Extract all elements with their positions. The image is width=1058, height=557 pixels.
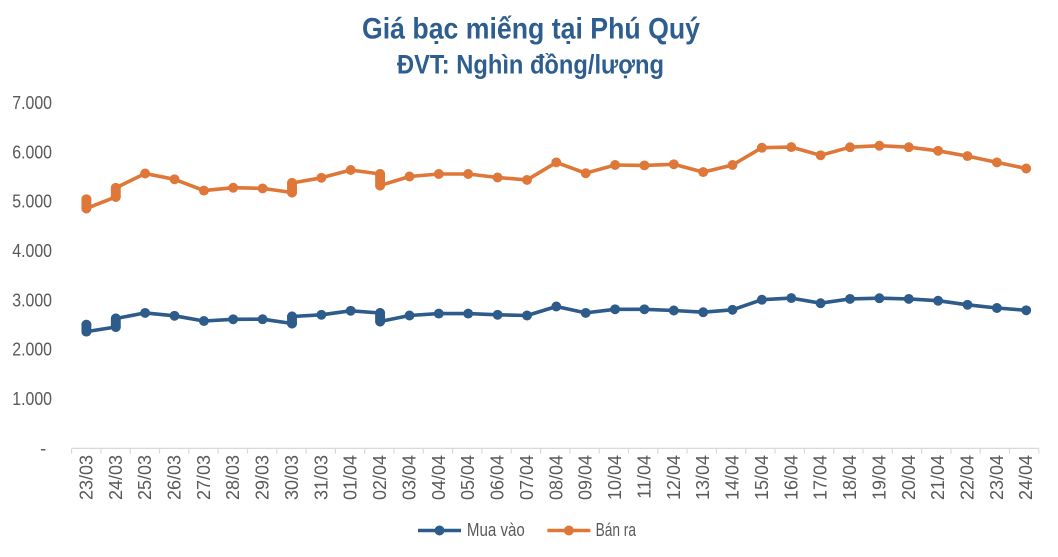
svg-text:01/04: 01/04 [341, 455, 361, 500]
svg-text:-: - [40, 438, 46, 458]
svg-text:21/04: 21/04 [928, 455, 948, 500]
svg-text:06/04: 06/04 [488, 455, 508, 500]
svg-text:5.000: 5.000 [12, 192, 52, 212]
svg-text:15/04: 15/04 [752, 455, 772, 500]
svg-text:14/04: 14/04 [723, 455, 743, 500]
svg-text:6.000: 6.000 [12, 142, 52, 162]
svg-text:2.000: 2.000 [12, 340, 52, 360]
svg-text:23/03: 23/03 [76, 455, 96, 500]
svg-text:28/03: 28/03 [223, 455, 243, 500]
svg-text:31/03: 31/03 [311, 455, 331, 500]
svg-text:13/04: 13/04 [693, 455, 713, 500]
svg-text:20/04: 20/04 [899, 455, 919, 500]
svg-text:03/04: 03/04 [400, 455, 420, 500]
svg-text:Giá bạc miếng tại Phú Quý: Giá bạc miếng tại Phú Quý [362, 12, 700, 45]
svg-text:17/04: 17/04 [811, 455, 831, 500]
svg-text:22/04: 22/04 [958, 455, 978, 500]
svg-text:Mua vào: Mua vào [467, 520, 525, 540]
svg-text:23/04: 23/04 [987, 455, 1007, 500]
svg-text:Bán ra: Bán ra [596, 520, 637, 540]
svg-text:1.000: 1.000 [12, 389, 52, 409]
svg-text:19/04: 19/04 [869, 455, 889, 500]
svg-text:07/04: 07/04 [517, 455, 537, 500]
svg-text:3.000: 3.000 [12, 290, 52, 310]
svg-text:24/04: 24/04 [1016, 455, 1036, 500]
svg-text:08/04: 08/04 [546, 455, 566, 500]
svg-text:04/04: 04/04 [429, 455, 449, 500]
svg-text:30/03: 30/03 [282, 455, 302, 500]
svg-text:16/04: 16/04 [781, 455, 801, 500]
svg-text:09/04: 09/04 [576, 455, 596, 500]
svg-text:11/04: 11/04 [634, 455, 654, 499]
svg-text:05/04: 05/04 [458, 455, 478, 500]
svg-text:26/03: 26/03 [165, 455, 185, 500]
svg-text:4.000: 4.000 [12, 241, 52, 261]
svg-text:10/04: 10/04 [605, 455, 625, 500]
svg-text:ĐVT: Nghìn đồng/lượng: ĐVT: Nghìn đồng/lượng [397, 50, 664, 80]
svg-text:02/04: 02/04 [370, 455, 390, 500]
svg-text:29/03: 29/03 [253, 455, 273, 500]
svg-text:12/04: 12/04 [664, 455, 684, 500]
svg-text:24/03: 24/03 [106, 455, 126, 500]
svg-text:27/03: 27/03 [194, 455, 214, 500]
svg-text:18/04: 18/04 [840, 455, 860, 500]
svg-text:25/03: 25/03 [135, 455, 155, 500]
svg-text:7.000: 7.000 [12, 93, 52, 113]
